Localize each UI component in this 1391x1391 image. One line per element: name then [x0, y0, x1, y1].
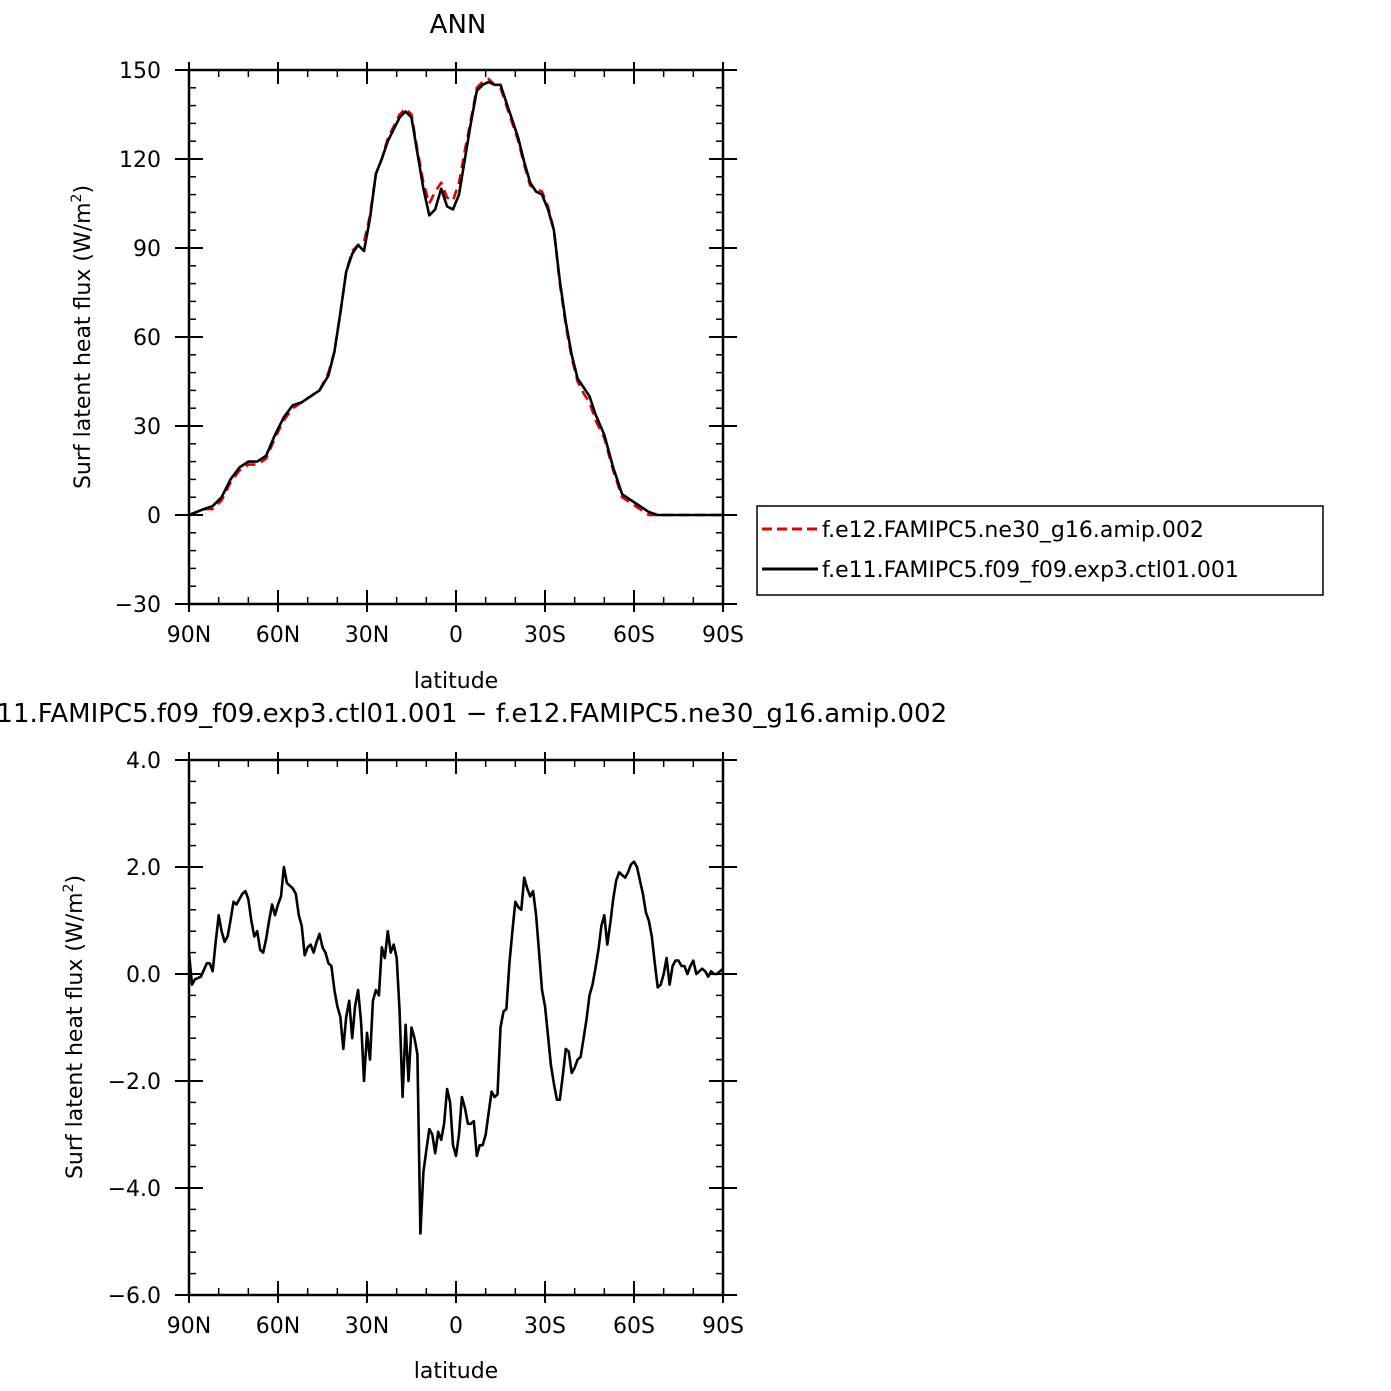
- series-line-0: [188, 77, 723, 517]
- legend-item-0: f.e12.FAMIPC5.ne30_g16.amip.002: [822, 518, 1204, 543]
- x-tick-label: 90S: [702, 1314, 744, 1339]
- legend-item-1: f.e11.FAMIPC5.f09_f09.exp3.ctl01.001: [822, 558, 1239, 583]
- bottom-x-axis-label: latitude: [414, 1359, 498, 1384]
- y-tick-label: −30: [115, 593, 161, 618]
- x-tick-label: 0: [449, 623, 463, 648]
- bottom-series-group: [187, 860, 724, 1235]
- x-tick-label: 30S: [524, 1314, 566, 1339]
- x-tick-label: 90S: [702, 623, 744, 648]
- y-tick-label: 120: [119, 148, 161, 173]
- y-tick-label: 30: [133, 415, 161, 440]
- x-tick-label: 60S: [613, 1314, 655, 1339]
- y-tick-label: 0.0: [126, 963, 161, 988]
- top-ticks-group: 90N 60N 30N 0 30S 60S 90S −30 0 30 60 90 120 150: [115, 59, 744, 648]
- x-tick-label: 90N: [167, 623, 211, 648]
- y-tick-label: 60: [133, 326, 161, 351]
- bottom-plot-frame: [187, 758, 725, 1297]
- y-tick-label: −2.0: [108, 1070, 161, 1095]
- x-tick-label: 60N: [256, 623, 300, 648]
- top-x-axis-label: latitude: [414, 669, 498, 694]
- top-y-axis-label-sup: 2: [69, 194, 85, 203]
- y-tick-label: −4.0: [108, 1177, 161, 1202]
- legend: f.e12.FAMIPC5.ne30_g16.amip.002 f.e11.FA…: [756, 505, 1324, 596]
- y-tick-label: 2.0: [126, 856, 161, 881]
- y-tick-label: 4.0: [126, 749, 161, 774]
- top-series-group: [188, 77, 723, 517]
- bottom-chart-title: f.e11.FAMIPC5.f09_f09.exp3.ctl01.001 − f…: [0, 699, 947, 729]
- top-y-axis-label: Surf latent heat flux (W/m2): [69, 185, 96, 489]
- y-tick-label: 0: [147, 504, 161, 529]
- bottom-y-axis-label-sup: 2: [61, 884, 77, 893]
- x-tick-label: 90N: [167, 1314, 211, 1339]
- top-y-axis-label-main: Surf latent heat flux (W/m: [71, 202, 96, 489]
- x-tick-label: 30S: [524, 623, 566, 648]
- x-tick-label: 60S: [613, 623, 655, 648]
- bottom-y-axis-label-close: ): [63, 875, 88, 884]
- top-y-axis-label-close: ): [71, 185, 96, 194]
- series-line-0: [187, 860, 724, 1235]
- top-panel: ANN 90N 60N 30N 0 30S 60S 90S−300306090120150 …: [69, 10, 744, 694]
- y-tick-label: 150: [119, 59, 161, 84]
- x-tick-label: 30N: [345, 623, 389, 648]
- bottom-y-axis-label: Surf latent heat flux (W/m2): [61, 875, 88, 1179]
- x-tick-label: 0: [449, 1314, 463, 1339]
- x-tick-label: 60N: [256, 1314, 300, 1339]
- x-tick-label: 30N: [345, 1314, 389, 1339]
- y-tick-label: −6.0: [108, 1284, 161, 1309]
- top-chart-title: ANN: [430, 10, 487, 40]
- bottom-ticks-group: 90N 60N 30N 0 30S 60S 90S −6.0 −4.0 −2.0 0.0 2.0 4.0: [108, 749, 744, 1339]
- legend-box: [756, 505, 1324, 596]
- top-plot-frame: [187, 68, 725, 606]
- bottom-panel: f.e11.FAMIPC5.f09_f09.exp3.ctl01.001 − f…: [0, 699, 947, 1384]
- bottom-y-axis-label-main: Surf latent heat flux (W/m: [63, 892, 88, 1179]
- series-line-1: [188, 80, 723, 517]
- y-tick-label: 90: [133, 237, 161, 262]
